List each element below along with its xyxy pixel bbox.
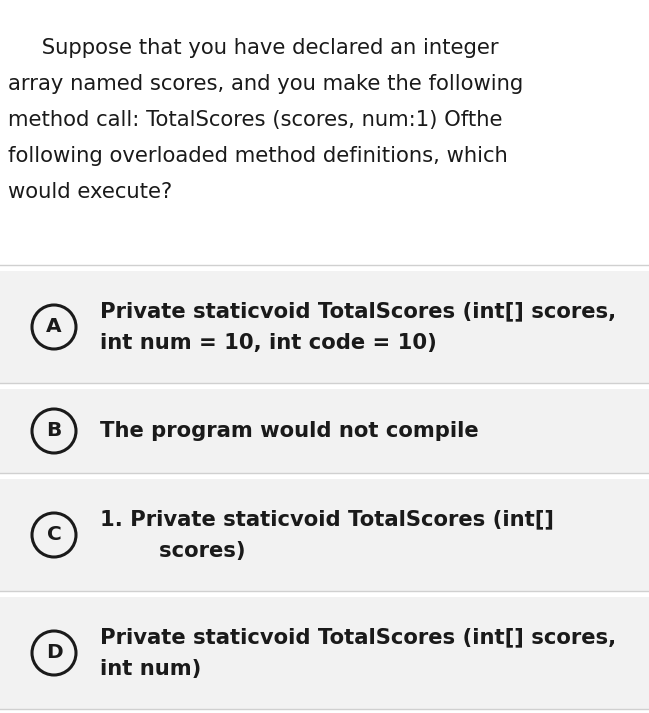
Text: Private staticvoid TotalScores (int[] scores,: Private staticvoid TotalScores (int[] sc… — [100, 301, 616, 321]
Bar — [0, 389, 649, 473]
Text: A: A — [46, 317, 62, 337]
Text: would execute?: would execute? — [8, 182, 172, 202]
Text: scores): scores) — [100, 541, 245, 561]
Bar — [0, 0, 649, 265]
Text: B: B — [46, 421, 62, 441]
Text: C: C — [47, 525, 62, 545]
Text: int num): int num) — [100, 659, 201, 679]
Bar — [0, 597, 649, 709]
Text: int num = 10, int code = 10): int num = 10, int code = 10) — [100, 333, 437, 353]
Text: Private staticvoid TotalScores (int[] scores,: Private staticvoid TotalScores (int[] sc… — [100, 627, 616, 647]
Text: method call: TotalScores (scores, num:1) Ofthe: method call: TotalScores (scores, num:1)… — [8, 110, 502, 130]
Bar — [0, 479, 649, 591]
Text: 1. Private staticvoid TotalScores (int[]: 1. Private staticvoid TotalScores (int[] — [100, 509, 554, 529]
Text: following overloaded method definitions, which: following overloaded method definitions,… — [8, 146, 508, 166]
Bar — [0, 271, 649, 383]
Text: Suppose that you have declared an integer: Suppose that you have declared an intege… — [8, 38, 498, 58]
Text: D: D — [45, 644, 62, 662]
Text: array named scores, and you make the following: array named scores, and you make the fol… — [8, 74, 523, 94]
Text: The program would not compile: The program would not compile — [100, 421, 478, 441]
